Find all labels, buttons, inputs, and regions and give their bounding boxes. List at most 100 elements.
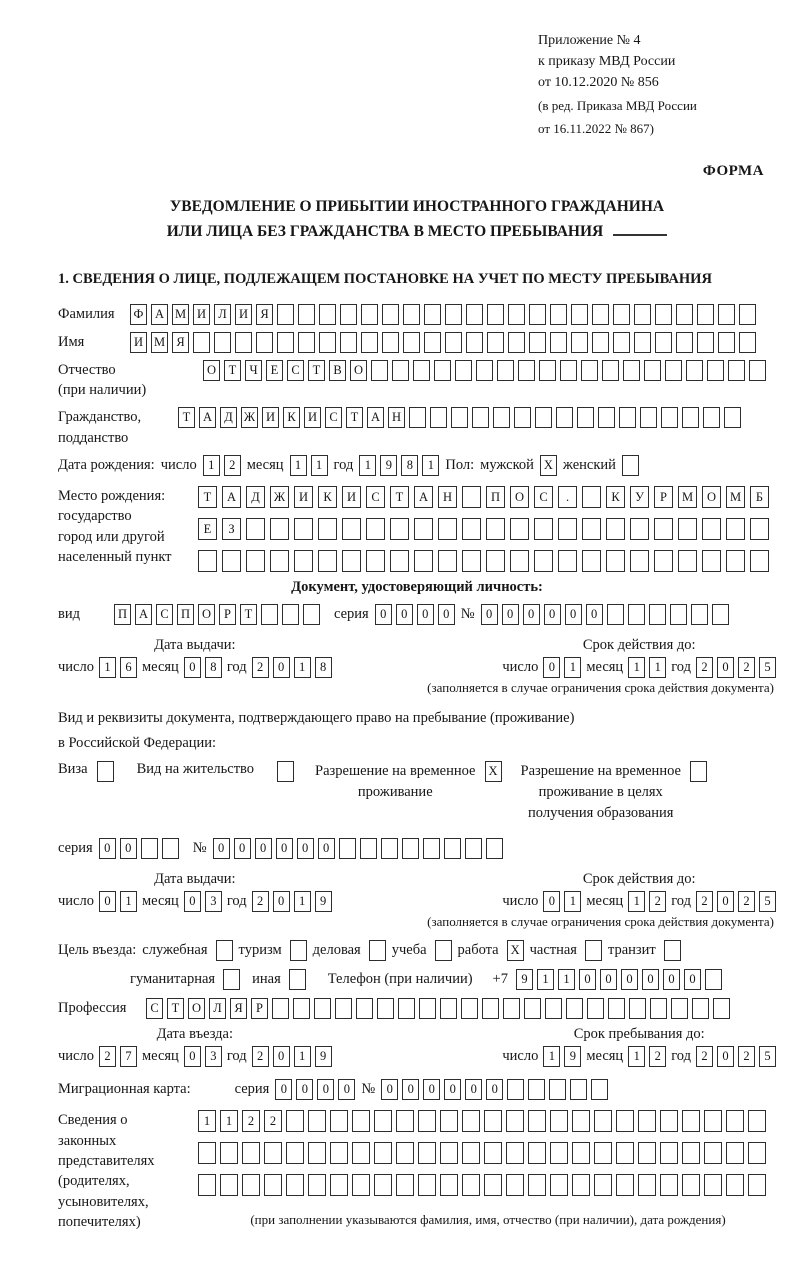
char-cell[interactable]: [739, 303, 756, 325]
char-cell[interactable]: [264, 1142, 282, 1165]
char-cell[interactable]: [508, 303, 525, 325]
char-cell[interactable]: [382, 303, 399, 325]
char-cell[interactable]: [582, 550, 601, 572]
char-cell[interactable]: [303, 604, 320, 625]
char-cell[interactable]: [661, 407, 678, 429]
char-cell[interactable]: П: [486, 486, 505, 508]
char-cell[interactable]: [606, 604, 624, 625]
char-cell[interactable]: [223, 969, 241, 991]
char-cell[interactable]: И: [130, 331, 147, 353]
char-cell[interactable]: У: [630, 486, 649, 508]
char-cell[interactable]: [438, 550, 457, 572]
char-cell[interactable]: [222, 550, 241, 572]
char-cell[interactable]: [697, 331, 714, 353]
char-cell[interactable]: [654, 518, 673, 540]
char-cell[interactable]: Т: [198, 486, 217, 508]
char-cell[interactable]: [286, 1110, 304, 1133]
char-cell[interactable]: [486, 518, 505, 540]
char-cell[interactable]: [356, 998, 373, 1020]
char-cell[interactable]: 2: [649, 891, 667, 913]
char-cell[interactable]: 1: [289, 455, 307, 476]
char-cell[interactable]: [606, 550, 625, 572]
char-cell[interactable]: [382, 331, 399, 353]
char-cell[interactable]: [403, 331, 420, 353]
char-cell[interactable]: [318, 518, 337, 540]
char-cell[interactable]: [748, 1174, 766, 1197]
char-cell[interactable]: [214, 331, 231, 353]
char-cell[interactable]: Ж: [270, 486, 289, 508]
char-cell[interactable]: [298, 303, 315, 325]
char-cell[interactable]: [485, 838, 503, 860]
char-cell[interactable]: [308, 1142, 326, 1165]
char-cell[interactable]: 0: [480, 604, 498, 625]
char-cell[interactable]: Ч: [245, 359, 262, 381]
char-cell[interactable]: [613, 331, 630, 353]
char-cell[interactable]: М: [172, 303, 189, 325]
char-cell[interactable]: 9: [515, 969, 533, 991]
char-cell[interactable]: [215, 940, 233, 962]
char-cell[interactable]: [487, 303, 504, 325]
char-cell[interactable]: [660, 1110, 678, 1133]
char-cell[interactable]: 2: [242, 1110, 260, 1133]
char-cell[interactable]: [572, 1174, 590, 1197]
char-cell[interactable]: [621, 455, 639, 476]
char-cell[interactable]: X: [506, 940, 524, 962]
char-cell[interactable]: [461, 998, 478, 1020]
char-cell[interactable]: [616, 1174, 634, 1197]
char-cell[interactable]: [678, 550, 697, 572]
char-cell[interactable]: 5: [759, 1046, 776, 1068]
char-cell[interactable]: [198, 550, 217, 572]
char-cell[interactable]: [440, 1174, 458, 1197]
char-cell[interactable]: О: [188, 998, 205, 1020]
char-cell[interactable]: [277, 761, 295, 783]
char-cell[interactable]: И: [304, 407, 321, 429]
char-cell[interactable]: М: [726, 486, 745, 508]
char-cell[interactable]: [398, 998, 415, 1020]
char-cell[interactable]: 0: [416, 604, 434, 625]
char-cell[interactable]: 2: [251, 891, 269, 913]
char-cell[interactable]: [676, 331, 693, 353]
char-cell[interactable]: [713, 998, 730, 1020]
char-cell[interactable]: 1: [310, 455, 328, 476]
char-cell[interactable]: [592, 331, 609, 353]
char-cell[interactable]: [335, 998, 352, 1020]
char-cell[interactable]: [534, 518, 553, 540]
char-cell[interactable]: 1: [220, 1110, 238, 1133]
char-cell[interactable]: [550, 1110, 568, 1133]
char-cell[interactable]: [558, 518, 577, 540]
char-cell[interactable]: [623, 359, 640, 381]
char-cell[interactable]: Л: [209, 998, 226, 1020]
char-cell[interactable]: 0: [486, 1079, 504, 1101]
char-cell[interactable]: 0: [183, 1046, 201, 1068]
char-cell[interactable]: [703, 407, 720, 429]
char-cell[interactable]: [293, 998, 310, 1020]
char-cell[interactable]: 6: [119, 657, 137, 678]
char-cell[interactable]: [594, 1110, 612, 1133]
char-cell[interactable]: [689, 761, 707, 783]
char-cell[interactable]: [484, 1110, 502, 1133]
char-cell[interactable]: А: [367, 407, 384, 429]
char-cell[interactable]: [629, 998, 646, 1020]
char-cell[interactable]: [507, 1079, 525, 1101]
char-cell[interactable]: А: [199, 407, 216, 429]
char-cell[interactable]: [294, 550, 313, 572]
char-cell[interactable]: [96, 761, 114, 783]
char-cell[interactable]: [634, 331, 651, 353]
char-cell[interactable]: [422, 838, 440, 860]
char-cell[interactable]: Б: [750, 486, 769, 508]
char-cell[interactable]: С: [156, 604, 173, 625]
char-cell[interactable]: [678, 518, 697, 540]
char-cell[interactable]: [682, 1110, 700, 1133]
char-cell[interactable]: [529, 331, 546, 353]
char-cell[interactable]: [374, 1142, 392, 1165]
char-cell[interactable]: 0: [599, 969, 617, 991]
char-cell[interactable]: Я: [230, 998, 247, 1020]
char-cell[interactable]: [627, 604, 645, 625]
char-cell[interactable]: 0: [578, 969, 596, 991]
char-cell[interactable]: 0: [465, 1079, 483, 1101]
char-cell[interactable]: [528, 1079, 546, 1101]
char-cell[interactable]: [476, 359, 493, 381]
char-cell[interactable]: [550, 303, 567, 325]
char-cell[interactable]: [584, 940, 602, 962]
char-cell[interactable]: [414, 518, 433, 540]
